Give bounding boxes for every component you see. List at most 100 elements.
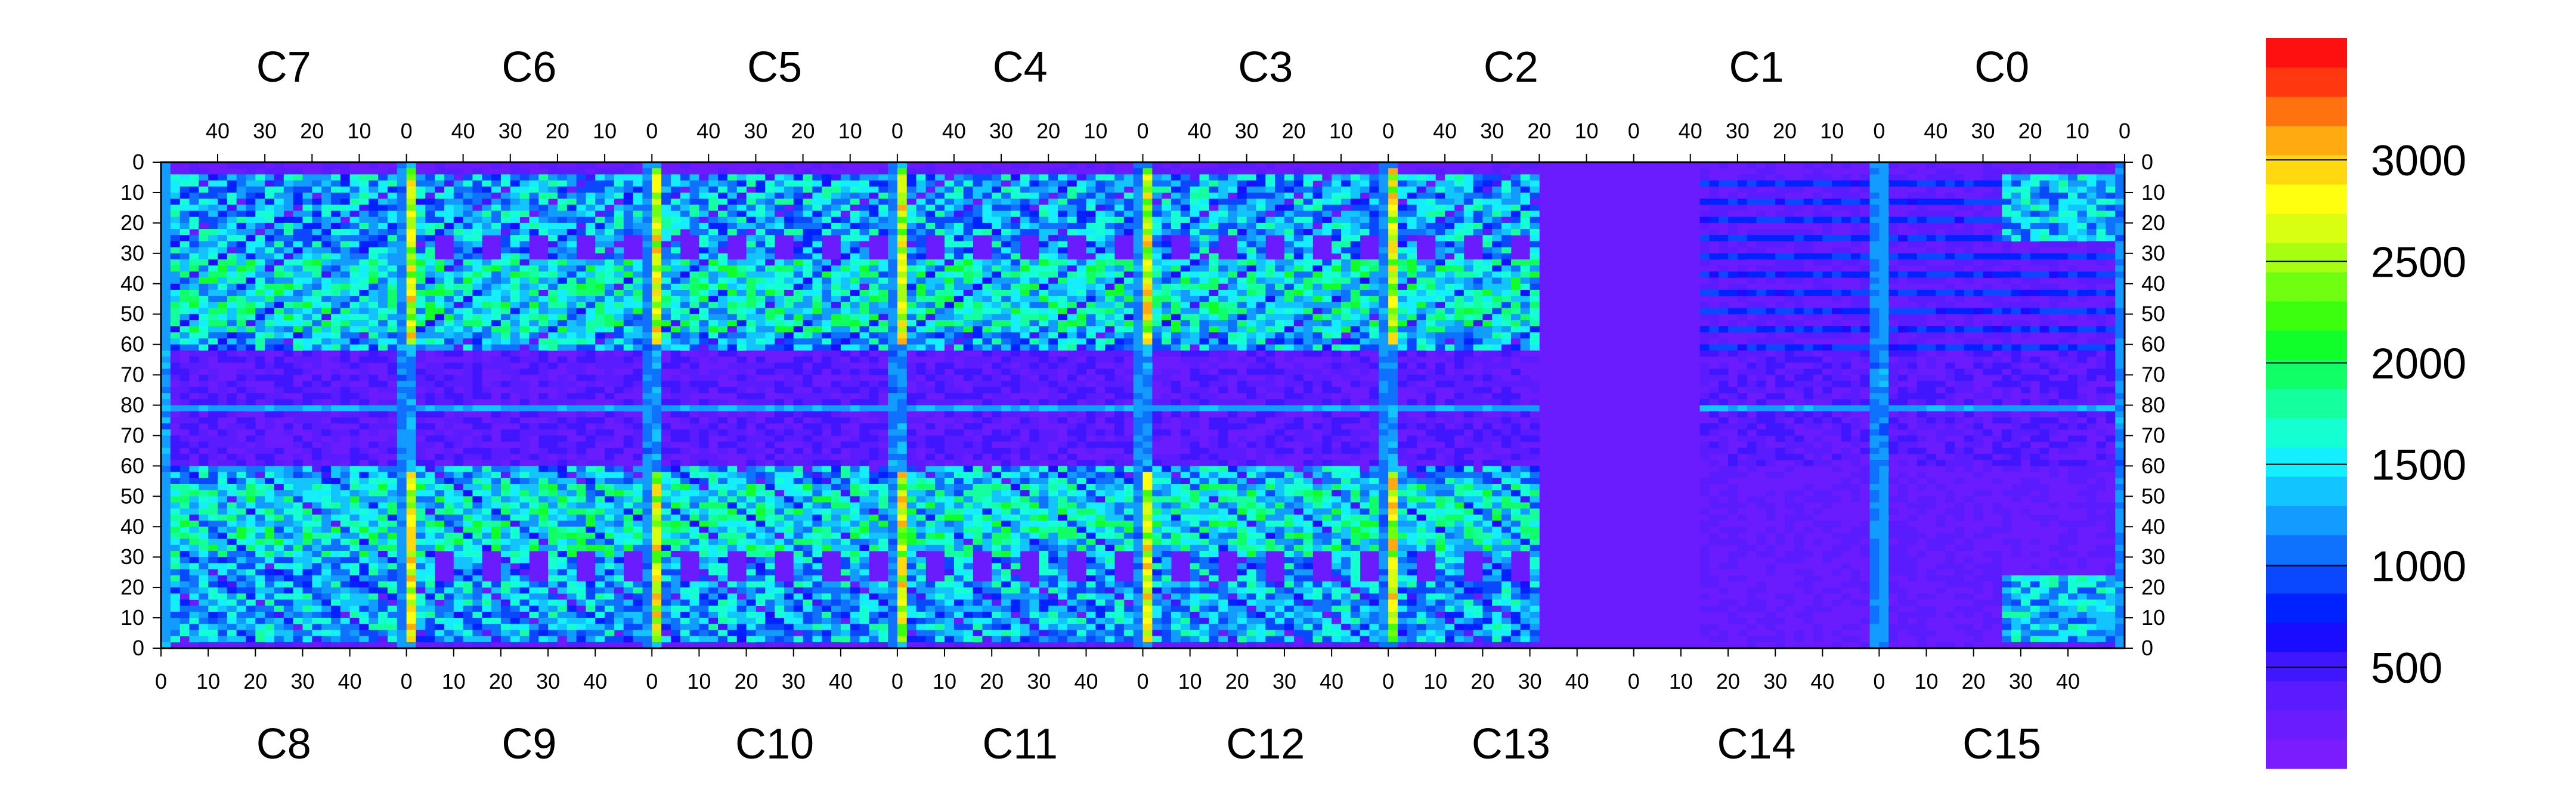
heatmap-cell	[189, 247, 199, 254]
heatmap-cell	[349, 283, 360, 290]
heatmap-cell	[189, 222, 199, 230]
heatmap-cell	[1095, 241, 1106, 248]
heatmap-cell	[1841, 241, 1852, 248]
heatmap-cell	[1926, 168, 1936, 175]
heatmap-cell	[1747, 326, 1757, 333]
heatmap-cell	[633, 283, 643, 290]
heatmap-cell	[321, 259, 332, 266]
heatmap-cell	[406, 174, 416, 181]
heatmap-cell	[519, 247, 530, 254]
heatmap-cell	[869, 205, 879, 211]
heatmap-cell	[1095, 205, 1106, 211]
heatmap-cell	[1171, 216, 1181, 224]
heatmap-cell	[840, 296, 851, 302]
heatmap-cell	[349, 241, 360, 248]
heatmap-cell	[1379, 259, 1389, 266]
heatmap-cell	[179, 326, 190, 333]
heatmap-cell	[633, 222, 643, 230]
heatmap-cell	[1256, 174, 1266, 181]
heatmap-cell	[652, 235, 662, 242]
heatmap-cell	[2030, 259, 2040, 266]
heatmap-cell	[623, 162, 633, 169]
heatmap-cell	[2049, 229, 2059, 236]
heatmap-cell	[925, 162, 936, 169]
heatmap-cell	[1869, 326, 1880, 333]
heatmap-cell	[1162, 277, 1172, 284]
heatmap-cell	[1171, 259, 1181, 266]
heatmap-cell	[302, 296, 312, 302]
heatmap-cell	[1058, 296, 1068, 302]
heatmap-cell	[1794, 205, 1804, 211]
heatmap-cell	[293, 314, 303, 321]
heatmap-cell	[444, 229, 454, 236]
heatmap-cell	[208, 308, 218, 315]
heatmap-cell	[1964, 259, 1974, 266]
heatmap-cell	[831, 162, 841, 169]
heatmap-cell	[1879, 259, 1889, 266]
heatmap-cell	[491, 186, 501, 193]
heatmap-cell	[349, 308, 360, 315]
heatmap-cell	[831, 277, 841, 284]
heatmap-cell	[1209, 216, 1219, 224]
heatmap-cell	[1926, 180, 1936, 187]
heatmap-cell	[302, 180, 312, 187]
heatmap-cell	[1293, 229, 1304, 236]
heatmap-cell	[1190, 241, 1200, 248]
heatmap-cell	[265, 192, 275, 199]
heatmap-cell	[1067, 320, 1078, 327]
heatmap-cell	[510, 283, 520, 290]
heatmap-cell	[699, 241, 709, 248]
heatmap-cell	[1699, 241, 1710, 248]
heatmap-cell	[1530, 247, 1540, 254]
heatmap-cell	[416, 229, 426, 236]
heatmap-cell	[246, 302, 256, 308]
heatmap-cell	[510, 216, 520, 224]
heatmap-cell	[2106, 265, 2116, 272]
heatmap-cell	[586, 332, 596, 339]
heatmap-cell	[2106, 229, 2116, 236]
heatmap-cell	[1482, 314, 1493, 321]
heatmap-cell	[1332, 162, 1342, 169]
heatmap-cell	[1388, 180, 1398, 187]
heatmap-cell	[906, 174, 917, 181]
heatmap-cell	[2115, 205, 2125, 211]
heatmap-cell	[274, 302, 284, 308]
heatmap-cell	[170, 229, 181, 236]
heatmap-cell	[746, 296, 756, 302]
heatmap-cell	[1209, 320, 1219, 327]
heatmap-cell	[1719, 253, 1729, 260]
heatmap-cell	[472, 168, 482, 175]
heatmap-cell	[369, 174, 379, 181]
heatmap-cell	[1029, 302, 1039, 308]
heatmap-cell	[2020, 259, 2031, 266]
heatmap-cell	[1530, 235, 1540, 242]
heatmap-cell	[1785, 174, 1795, 181]
heatmap-cell	[274, 283, 284, 290]
heatmap-cell	[765, 210, 775, 218]
heatmap-cell	[538, 210, 549, 218]
heatmap-cell	[992, 308, 1002, 315]
heatmap-cell	[1001, 332, 1011, 339]
heatmap-cell	[812, 314, 822, 321]
heatmap-cell	[1152, 222, 1162, 230]
heatmap-cell	[1379, 247, 1389, 254]
heatmap-cell	[888, 308, 898, 315]
heatmap-cell	[1162, 241, 1172, 248]
heatmap-cell	[1303, 296, 1313, 302]
heatmap-cell	[1936, 265, 1946, 272]
heatmap-cell	[1265, 174, 1275, 181]
heatmap-cell	[2068, 168, 2078, 175]
heatmap-cell	[803, 210, 813, 218]
heatmap-cell	[1076, 210, 1086, 218]
heatmap-cell	[529, 289, 539, 296]
heatmap-cell	[425, 289, 435, 296]
heatmap-cell	[1898, 235, 1908, 242]
heatmap-cell	[1010, 247, 1021, 254]
heatmap-cell	[369, 308, 379, 315]
heatmap-cell	[642, 199, 652, 205]
heatmap-cell	[916, 277, 926, 284]
heatmap-cell	[652, 162, 662, 169]
heatmap-cell	[529, 314, 539, 321]
heatmap-cell	[1822, 180, 1832, 187]
heatmap-cell	[1945, 296, 1955, 302]
